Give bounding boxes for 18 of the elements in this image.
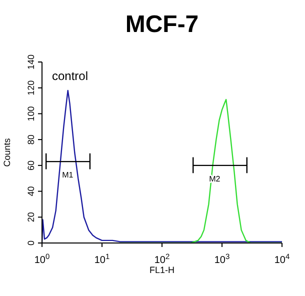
x-tick-label: 10$^{0}$ xyxy=(34,252,50,266)
x-tick-label: 10$^{4}$ xyxy=(274,252,290,266)
x-tick-label: 10$^{1}$ xyxy=(94,252,110,266)
y-tick-label: 120 xyxy=(26,80,36,96)
chart-title: MCF-7 xyxy=(125,11,199,38)
series-label: M1 xyxy=(62,170,74,180)
annotation: control xyxy=(52,69,88,83)
x-tick-label: 10$^{2}$ xyxy=(154,252,170,266)
y-tick-label: 0 xyxy=(26,240,36,246)
y-axis-title: Counts xyxy=(2,138,12,167)
x-axis-title: FL1-H xyxy=(149,265,175,275)
y-tick-label: 80 xyxy=(26,134,36,145)
y-tick-label: 100 xyxy=(26,106,36,122)
y-tick-label: 40 xyxy=(26,186,36,196)
x-tick-label: 10$^{3}$ xyxy=(214,252,230,266)
y-tick-label: 20 xyxy=(26,212,36,222)
y-tick-label: 60 xyxy=(26,160,36,170)
y-tick-label: 140 xyxy=(26,54,36,70)
